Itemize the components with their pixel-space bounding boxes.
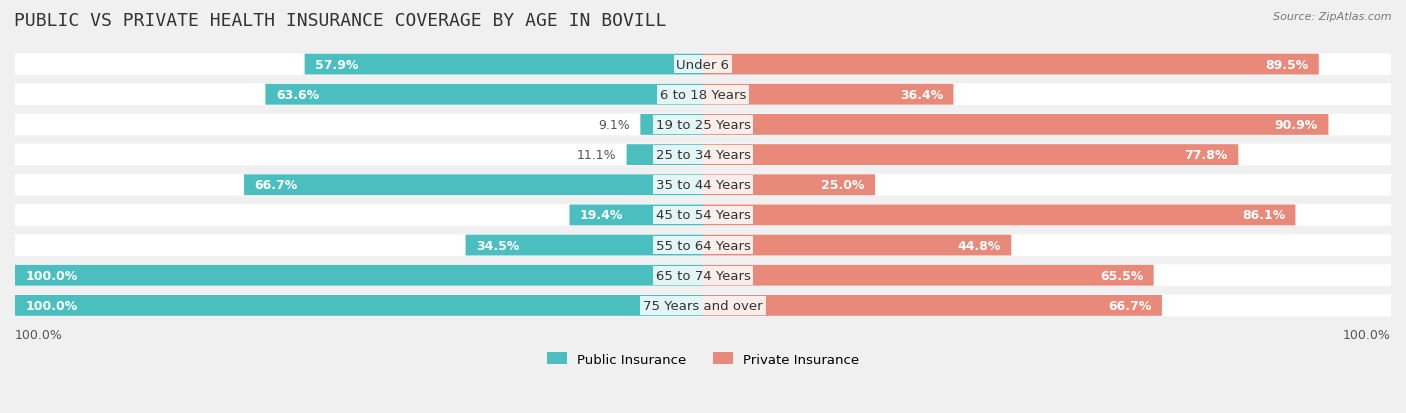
FancyBboxPatch shape [15, 84, 1391, 106]
FancyBboxPatch shape [245, 175, 703, 196]
Text: 86.1%: 86.1% [1241, 209, 1285, 222]
Text: Under 6: Under 6 [676, 59, 730, 71]
Text: 19.4%: 19.4% [579, 209, 623, 222]
FancyBboxPatch shape [703, 55, 1319, 75]
Text: Source: ZipAtlas.com: Source: ZipAtlas.com [1274, 12, 1392, 22]
Text: 45 to 54 Years: 45 to 54 Years [655, 209, 751, 222]
Text: 34.5%: 34.5% [477, 239, 519, 252]
Text: 25 to 34 Years: 25 to 34 Years [655, 149, 751, 162]
Legend: Public Insurance, Private Insurance: Public Insurance, Private Insurance [541, 347, 865, 371]
FancyBboxPatch shape [266, 85, 703, 105]
FancyBboxPatch shape [703, 85, 953, 105]
FancyBboxPatch shape [569, 205, 703, 226]
FancyBboxPatch shape [15, 145, 1391, 166]
FancyBboxPatch shape [703, 265, 1154, 286]
Text: 89.5%: 89.5% [1265, 59, 1309, 71]
Text: PUBLIC VS PRIVATE HEALTH INSURANCE COVERAGE BY AGE IN BOVILL: PUBLIC VS PRIVATE HEALTH INSURANCE COVER… [14, 12, 666, 30]
Text: 66.7%: 66.7% [1108, 299, 1152, 312]
FancyBboxPatch shape [640, 115, 703, 135]
Text: 25.0%: 25.0% [821, 179, 865, 192]
Text: 44.8%: 44.8% [957, 239, 1001, 252]
FancyBboxPatch shape [15, 204, 1391, 226]
Text: 6 to 18 Years: 6 to 18 Years [659, 88, 747, 102]
Text: 90.9%: 90.9% [1275, 119, 1317, 132]
FancyBboxPatch shape [703, 205, 1295, 226]
FancyBboxPatch shape [703, 115, 1329, 135]
Text: 63.6%: 63.6% [276, 88, 319, 102]
Text: 65 to 74 Years: 65 to 74 Years [655, 269, 751, 282]
Text: 100.0%: 100.0% [25, 299, 77, 312]
FancyBboxPatch shape [305, 55, 703, 75]
FancyBboxPatch shape [15, 114, 1391, 136]
Text: 9.1%: 9.1% [599, 119, 630, 132]
Text: 100.0%: 100.0% [1343, 328, 1391, 341]
FancyBboxPatch shape [703, 235, 1011, 256]
FancyBboxPatch shape [15, 235, 1391, 256]
Text: 65.5%: 65.5% [1099, 269, 1143, 282]
Text: 11.1%: 11.1% [576, 149, 616, 162]
Text: 35 to 44 Years: 35 to 44 Years [655, 179, 751, 192]
Text: 19 to 25 Years: 19 to 25 Years [655, 119, 751, 132]
FancyBboxPatch shape [703, 295, 1161, 316]
FancyBboxPatch shape [15, 295, 1391, 316]
Text: 77.8%: 77.8% [1185, 149, 1227, 162]
FancyBboxPatch shape [15, 265, 1391, 286]
FancyBboxPatch shape [15, 54, 1391, 76]
Text: 75 Years and over: 75 Years and over [643, 299, 763, 312]
FancyBboxPatch shape [703, 175, 875, 196]
FancyBboxPatch shape [15, 174, 1391, 196]
Text: 100.0%: 100.0% [15, 328, 63, 341]
Text: 55 to 64 Years: 55 to 64 Years [655, 239, 751, 252]
Text: 57.9%: 57.9% [315, 59, 359, 71]
Text: 36.4%: 36.4% [900, 88, 943, 102]
FancyBboxPatch shape [703, 145, 1239, 166]
Text: 100.0%: 100.0% [25, 269, 77, 282]
FancyBboxPatch shape [465, 235, 703, 256]
FancyBboxPatch shape [15, 265, 703, 286]
FancyBboxPatch shape [15, 295, 703, 316]
FancyBboxPatch shape [627, 145, 703, 166]
Text: 66.7%: 66.7% [254, 179, 298, 192]
